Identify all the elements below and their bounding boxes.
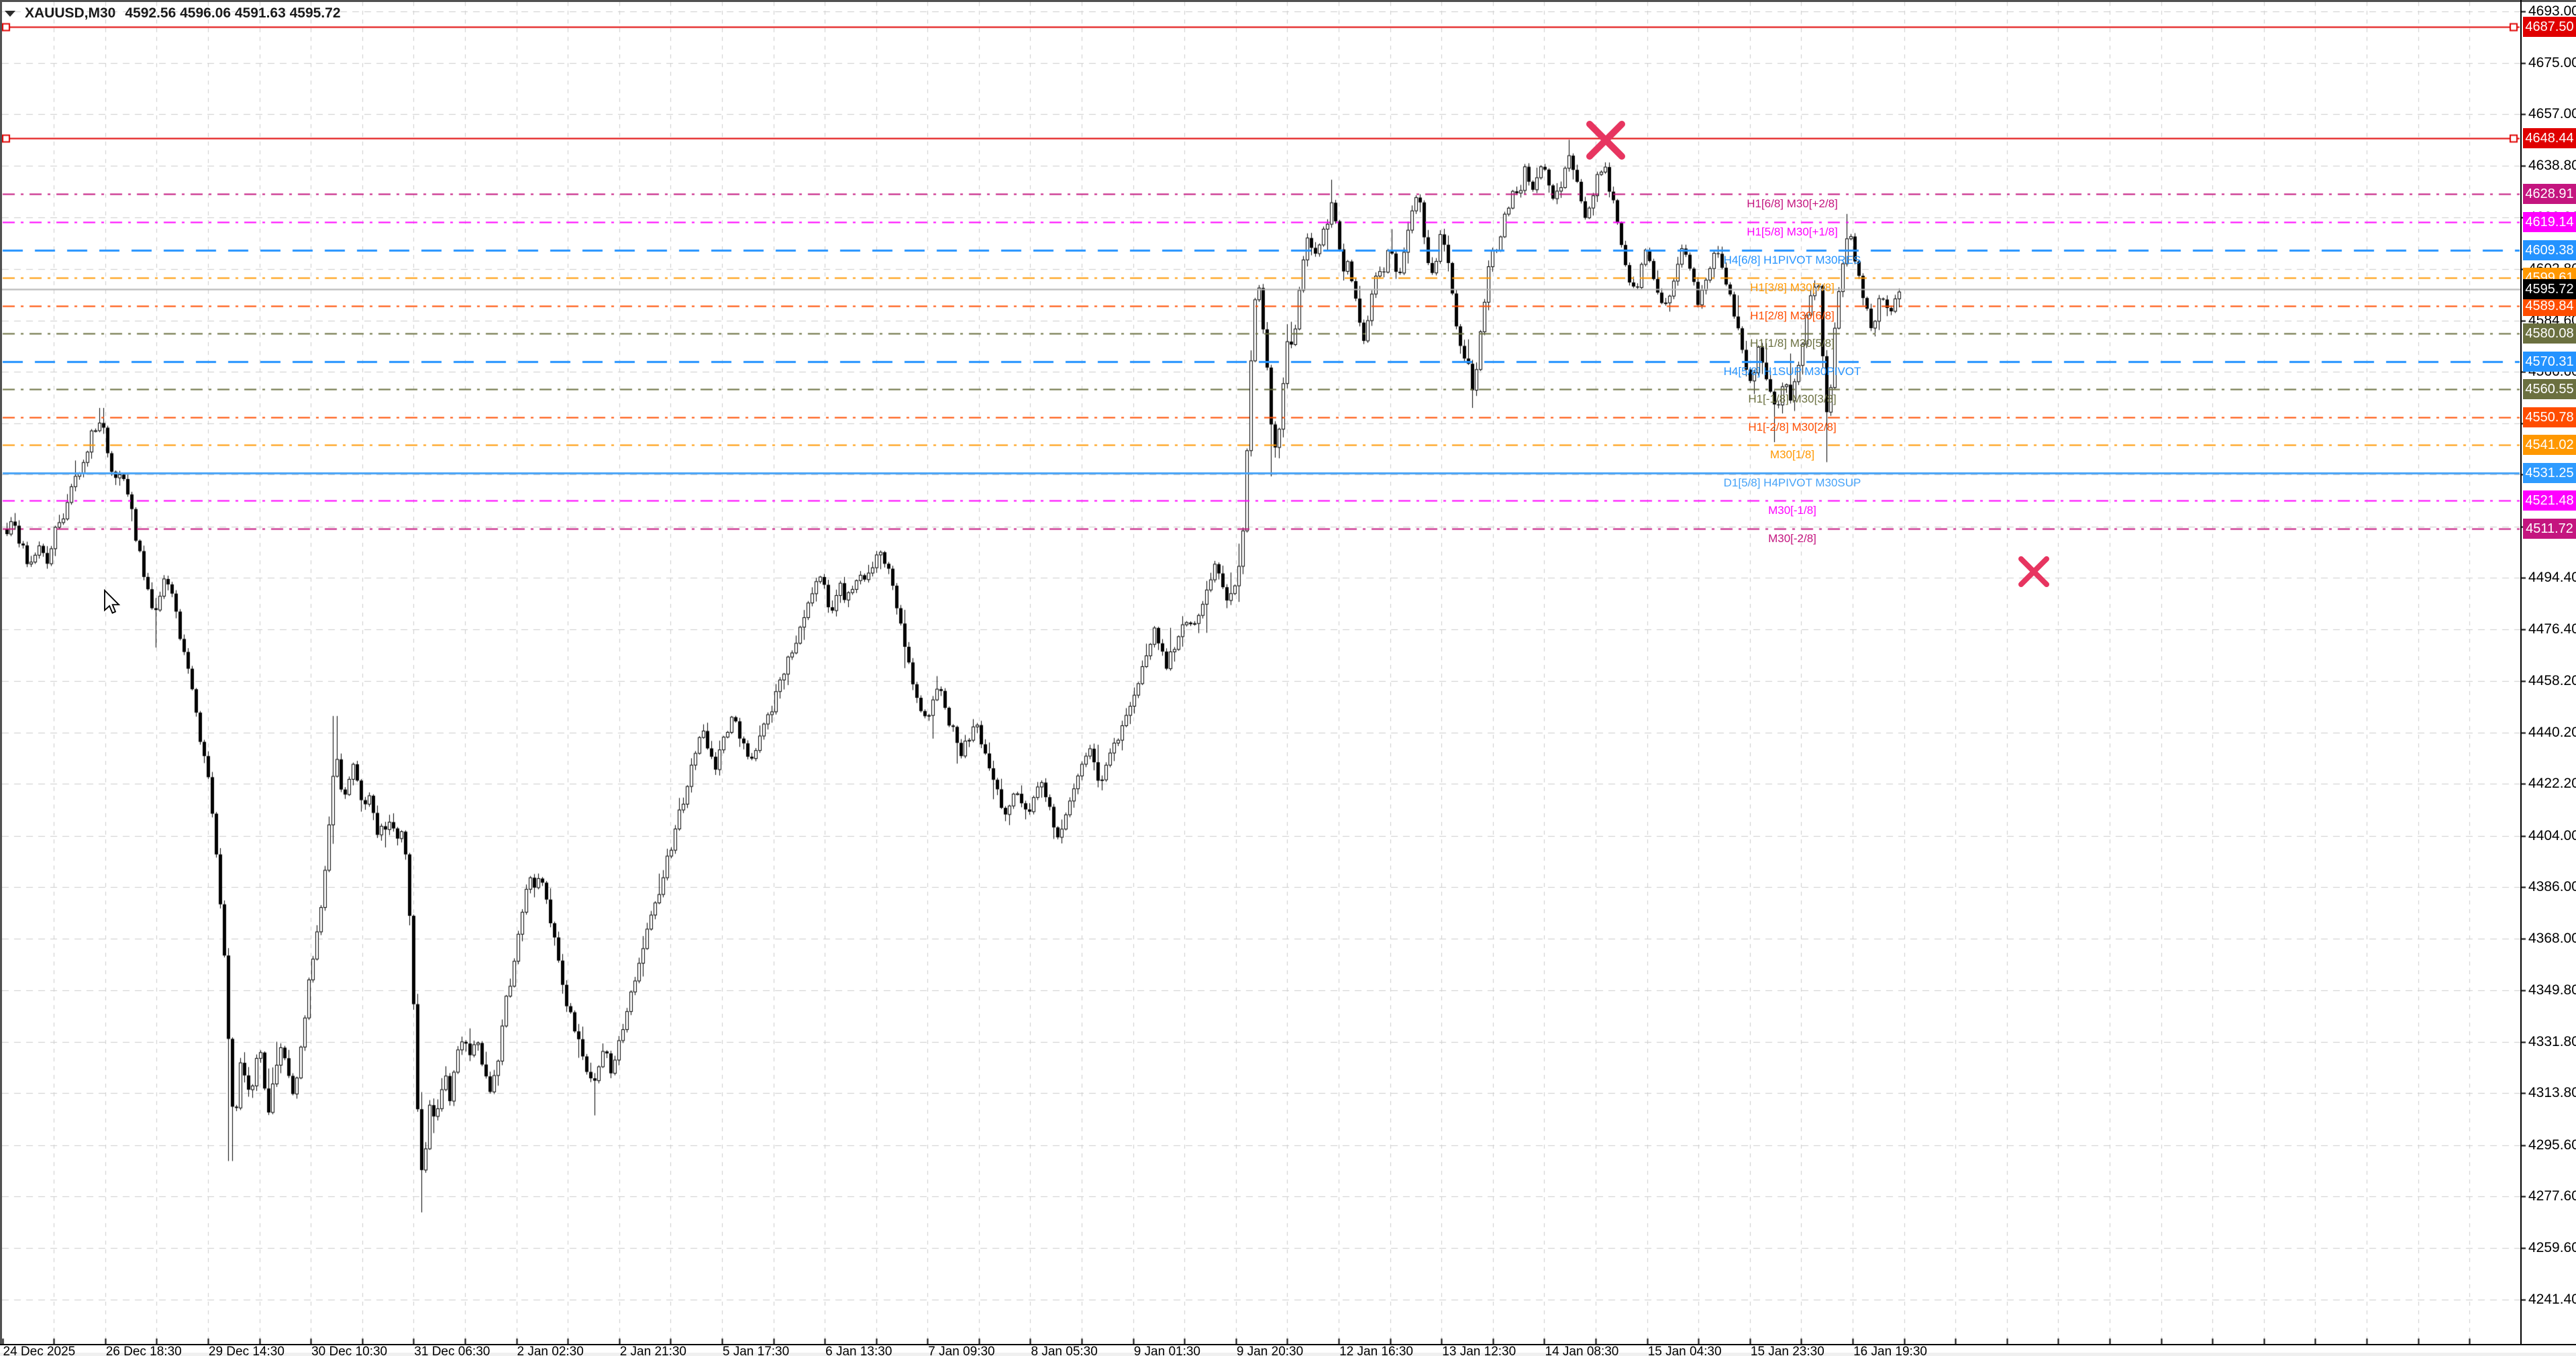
price-tick-label: 4494.40 [2528, 570, 2576, 586]
sell-signal-cross-icon[interactable] [2018, 556, 2049, 587]
level-price-badge: 4521.48 [2523, 490, 2576, 511]
time-axis-label: 26 Dec 18:30 [105, 1345, 182, 1356]
price-tick-label: 4693.00 [2528, 3, 2576, 19]
ohlc-values: 4592.56 4596.06 4591.63 4595.72 [125, 5, 341, 21]
time-axis-label: 30 Dec 10:30 [311, 1345, 388, 1356]
level-price-badge: 4589.84 [2523, 295, 2576, 316]
pivot-level-label[interactable]: H1[6/8] M30[+2/8] [1747, 197, 1838, 211]
price-tick-label: 4638.80 [2528, 158, 2576, 174]
pivot-level-label[interactable]: H1[5/8] M30[+1/8] [1747, 225, 1838, 239]
time-axis-label: 2 Jan 21:30 [619, 1345, 686, 1356]
price-tick-label: 4440.20 [2528, 724, 2576, 740]
time-axis-label: 9 Jan 20:30 [1236, 1345, 1304, 1356]
level-price-badge: 4511.72 [2523, 518, 2576, 539]
time-axis-label: 2 Jan 02:30 [517, 1345, 584, 1356]
pivot-level-label[interactable]: H4[6/8] H1PIVOT M30RES [1723, 253, 1861, 266]
bottom-strip [0, 1353, 2576, 1356]
time-axis-label: 15 Jan 23:30 [1750, 1345, 1824, 1356]
time-axis-label: 6 Jan 13:30 [825, 1345, 892, 1356]
pivot-level-label[interactable]: H1[2/8] M30[6/8] [1750, 309, 1835, 322]
price-tick-label: 4404.00 [2528, 827, 2576, 843]
time-axis-label: 16 Jan 19:30 [1853, 1345, 1927, 1356]
price-tick-label: 4277.60 [2528, 1188, 2576, 1204]
window-top-border [0, 0, 2576, 2]
price-tick-label: 4349.80 [2528, 982, 2576, 998]
pivot-level-label[interactable]: H4[5/8] H1SUP M30PIVOT [1723, 364, 1861, 378]
price-tick-label: 4675.00 [2528, 54, 2576, 70]
pivot-level-label[interactable]: M30[1/8] [1769, 448, 1815, 462]
time-axis-label: 14 Jan 08:30 [1545, 1345, 1619, 1356]
level-price-badge: 4531.25 [2523, 462, 2576, 483]
price-tick-label: 4313.80 [2528, 1085, 2576, 1101]
sell-signal-cross-icon[interactable] [1586, 121, 1625, 160]
level-price-badge: 4560.55 [2523, 379, 2576, 400]
time-axis-label: 7 Jan 09:30 [928, 1345, 995, 1356]
price-tick-label: 4386.00 [2528, 879, 2576, 895]
level-price-badge: 4619.14 [2523, 212, 2576, 233]
pivot-level-label[interactable]: H1[3/8] M30[7/8] [1750, 281, 1835, 295]
collapse-triangle-icon[interactable] [5, 10, 15, 17]
current-price-badge: 4595.72 [2523, 278, 2576, 299]
pivot-level-label[interactable]: H1[-2/8] M30[2/8] [1748, 420, 1837, 433]
pivot-level-label[interactable]: D1[5/8] H4PIVOT M30SUP [1723, 476, 1861, 489]
symbol-timeframe-label: XAUUSD,M30 [25, 5, 116, 21]
pivot-level-label[interactable]: H1[1/8] M30[5/8] [1750, 337, 1835, 350]
price-tick-label: 4331.80 [2528, 1033, 2576, 1049]
pivot-level-label[interactable]: H1[-1/8] M30[3/8] [1748, 393, 1837, 406]
price-tick-label: 4259.60 [2528, 1239, 2576, 1255]
level-price-badge: 4609.38 [2523, 240, 2576, 260]
price-tick-label: 4241.40 [2528, 1292, 2576, 1308]
time-axis-label: 15 Jan 04:30 [1647, 1345, 1722, 1356]
level-price-badge: 4570.31 [2523, 351, 2576, 372]
time-axis-label: 29 Dec 14:30 [208, 1345, 285, 1356]
time-axis-label: 8 Jan 05:30 [1031, 1345, 1098, 1356]
level-price-badge: 4628.91 [2523, 184, 2576, 205]
window-left-border [0, 0, 2, 1344]
level-price-badge: 4550.78 [2523, 407, 2576, 427]
pivot-level-label[interactable]: M30[-1/8] [1768, 504, 1816, 517]
level-price-badge: 4580.08 [2523, 323, 2576, 344]
price-tick-label: 4368.00 [2528, 930, 2576, 946]
price-tick-label: 4476.40 [2528, 621, 2576, 637]
level-price-badge: 4687.50 [2523, 17, 2576, 38]
mouse-cursor-icon [104, 588, 121, 614]
time-axis-label: 9 Jan 01:30 [1133, 1345, 1200, 1356]
time-axis-label: 5 Jan 17:30 [722, 1345, 790, 1356]
price-axis-separator [2520, 0, 2522, 1344]
price-tick-label: 4422.20 [2528, 776, 2576, 792]
price-tick-label: 4657.00 [2528, 106, 2576, 122]
time-axis-label: 12 Jan 16:30 [1339, 1345, 1413, 1356]
time-axis-label: 31 Dec 06:30 [414, 1345, 491, 1356]
time-axis-label: 24 Dec 2025 [3, 1345, 76, 1356]
pivot-level-label[interactable]: M30[-2/8] [1768, 531, 1816, 545]
price-tick-label: 4295.60 [2528, 1137, 2576, 1153]
level-price-badge: 4541.02 [2523, 435, 2576, 456]
level-price-badge: 4648.44 [2523, 128, 2576, 149]
chart-header: XAUUSD,M30 4592.56 4596.06 4591.63 4595.… [5, 5, 341, 21]
time-axis-label: 13 Jan 12:30 [1442, 1345, 1516, 1356]
price-tick-label: 4458.20 [2528, 673, 2576, 689]
time-axis-separator [0, 1344, 2576, 1345]
